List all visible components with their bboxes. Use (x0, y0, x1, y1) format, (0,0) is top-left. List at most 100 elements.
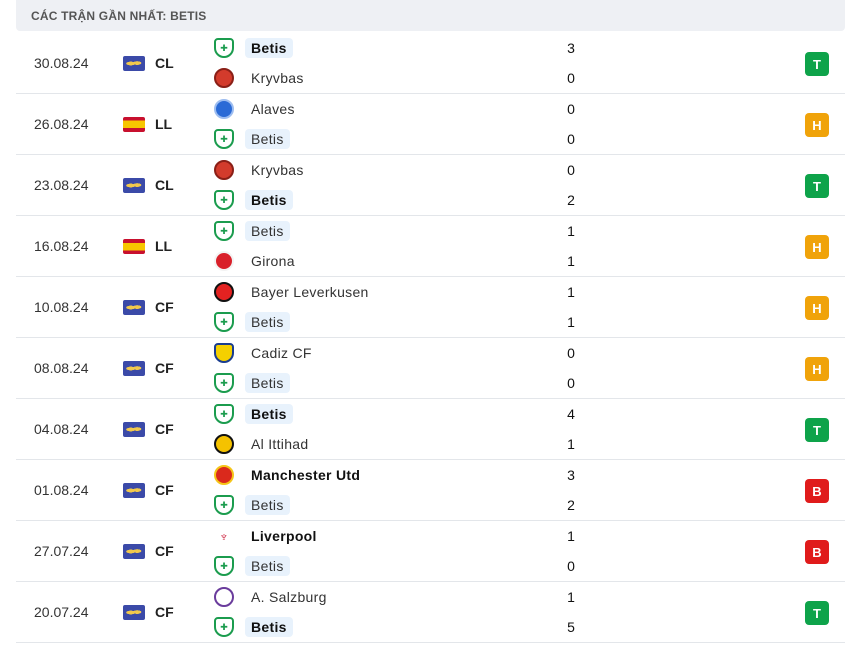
home-team-name: Kryvbas (251, 162, 304, 178)
home-score: 3 (567, 467, 575, 483)
match-row[interactable]: 27.07.24 CF ♆ Liverpool ✚ Betis 1 0 B (16, 521, 845, 582)
result-badge: T (805, 52, 829, 76)
home-score: 1 (567, 284, 575, 300)
home-team[interactable]: Cadiz CF (214, 342, 318, 364)
match-row[interactable]: 20.07.24 CF A. Salzburg ✚ Betis 1 5 T (16, 582, 845, 643)
home-team[interactable]: ♆ Liverpool (214, 525, 323, 547)
match-date: 30.08.24 (34, 55, 89, 71)
home-team[interactable]: ✚ Betis (214, 220, 290, 242)
match-date: 26.08.24 (34, 116, 89, 132)
match-date: 10.08.24 (34, 299, 89, 315)
home-team[interactable]: Kryvbas (214, 159, 310, 181)
away-team[interactable]: Al Ittihad (214, 433, 314, 455)
home-team-name: Betis (245, 404, 293, 424)
away-team-logo-icon: ✚ (214, 556, 234, 576)
match-row[interactable]: 16.08.24 LL ✚ Betis Girona 1 1 H (16, 216, 845, 277)
away-team-logo-icon: ✚ (214, 617, 234, 637)
competition-flag-icon (123, 56, 145, 71)
match-row[interactable]: 04.08.24 CF ✚ Betis Al Ittihad 4 1 T (16, 399, 845, 460)
away-team[interactable]: ✚ Betis (214, 616, 293, 638)
competition-code: CF (155, 482, 174, 498)
away-score: 0 (567, 375, 575, 391)
competition-code: CF (155, 543, 174, 559)
match-date: 20.07.24 (34, 604, 89, 620)
away-team[interactable]: ✚ Betis (214, 494, 290, 516)
away-team-name: Betis (245, 129, 290, 149)
match-row[interactable]: 01.08.24 CF Manchester Utd ✚ Betis 3 2 B (16, 460, 845, 521)
competition-flag-icon (123, 422, 145, 437)
home-team-logo-icon (214, 587, 234, 607)
away-team-logo-icon (214, 434, 234, 454)
match-date: 01.08.24 (34, 482, 89, 498)
competition-code: CF (155, 299, 174, 315)
home-score: 0 (567, 101, 575, 117)
away-team[interactable]: Kryvbas (214, 67, 310, 89)
competition-flag-icon (123, 178, 145, 193)
match-list: 30.08.24 CL ✚ Betis Kryvbas 3 0 T 26.08.… (16, 33, 845, 643)
result-badge: H (805, 235, 829, 259)
home-team-name: Betis (245, 221, 290, 241)
away-team[interactable]: ✚ Betis (214, 128, 290, 150)
competition-code: LL (155, 238, 173, 254)
away-team-name: Girona (251, 253, 295, 269)
away-score: 1 (567, 314, 575, 330)
away-team-name: Kryvbas (251, 70, 304, 86)
away-team[interactable]: Girona (214, 250, 301, 272)
away-team[interactable]: ✚ Betis (214, 311, 290, 333)
away-team[interactable]: ✚ Betis (214, 189, 293, 211)
result-badge: T (805, 418, 829, 442)
away-team-name: Betis (245, 373, 290, 393)
away-score: 2 (567, 497, 575, 513)
home-team-logo-icon: ♆ (214, 526, 234, 546)
competition-code: LL (155, 116, 173, 132)
result-badge: B (805, 479, 829, 503)
competition-flag-icon (123, 544, 145, 559)
competition-code: CF (155, 421, 174, 437)
home-team[interactable]: Bayer Leverkusen (214, 281, 375, 303)
away-team-logo-icon: ✚ (214, 129, 234, 149)
home-team-logo-icon (214, 343, 234, 363)
home-team-name: Cadiz CF (251, 345, 312, 361)
away-team[interactable]: ✚ Betis (214, 555, 290, 577)
match-row[interactable]: 08.08.24 CF Cadiz CF ✚ Betis 0 0 H (16, 338, 845, 399)
home-team[interactable]: A. Salzburg (214, 586, 333, 608)
home-team[interactable]: ✚ Betis (214, 403, 293, 425)
match-row[interactable]: 10.08.24 CF Bayer Leverkusen ✚ Betis 1 1… (16, 277, 845, 338)
away-team-logo-icon: ✚ (214, 495, 234, 515)
result-badge: H (805, 113, 829, 137)
away-score: 1 (567, 253, 575, 269)
competition-code: CL (155, 55, 174, 71)
away-team-name: Betis (245, 312, 290, 332)
away-team-logo-icon: ✚ (214, 312, 234, 332)
home-team-logo-icon (214, 465, 234, 485)
competition-flag-icon (123, 300, 145, 315)
competition-code: CF (155, 604, 174, 620)
match-row[interactable]: 23.08.24 CL Kryvbas ✚ Betis 0 2 T (16, 155, 845, 216)
home-score: 1 (567, 223, 575, 239)
home-team-logo-icon: ✚ (214, 221, 234, 241)
competition-flag-icon (123, 117, 145, 132)
home-team-name: Betis (245, 38, 293, 58)
match-row[interactable]: 26.08.24 LL Alaves ✚ Betis 0 0 H (16, 94, 845, 155)
away-score: 0 (567, 70, 575, 86)
away-team-logo-icon: ✚ (214, 373, 234, 393)
home-score: 1 (567, 528, 575, 544)
home-team-logo-icon (214, 160, 234, 180)
away-team[interactable]: ✚ Betis (214, 372, 290, 394)
home-score: 3 (567, 40, 575, 56)
home-team-logo-icon: ✚ (214, 404, 234, 424)
section-title: CÁC TRẬN GẦN NHẤT: BETIS (16, 0, 845, 31)
competition-flag-icon (123, 361, 145, 376)
away-team-name: Betis (245, 190, 293, 210)
home-team[interactable]: Manchester Utd (214, 464, 366, 486)
home-team-name: Bayer Leverkusen (251, 284, 369, 300)
home-team-logo-icon (214, 282, 234, 302)
result-badge: T (805, 174, 829, 198)
competition-flag-icon (123, 239, 145, 254)
home-team[interactable]: Alaves (214, 98, 301, 120)
home-team[interactable]: ✚ Betis (214, 37, 293, 59)
away-team-name: Betis (245, 556, 290, 576)
match-date: 23.08.24 (34, 177, 89, 193)
away-team-logo-icon: ✚ (214, 190, 234, 210)
match-row[interactable]: 30.08.24 CL ✚ Betis Kryvbas 3 0 T (16, 33, 845, 94)
